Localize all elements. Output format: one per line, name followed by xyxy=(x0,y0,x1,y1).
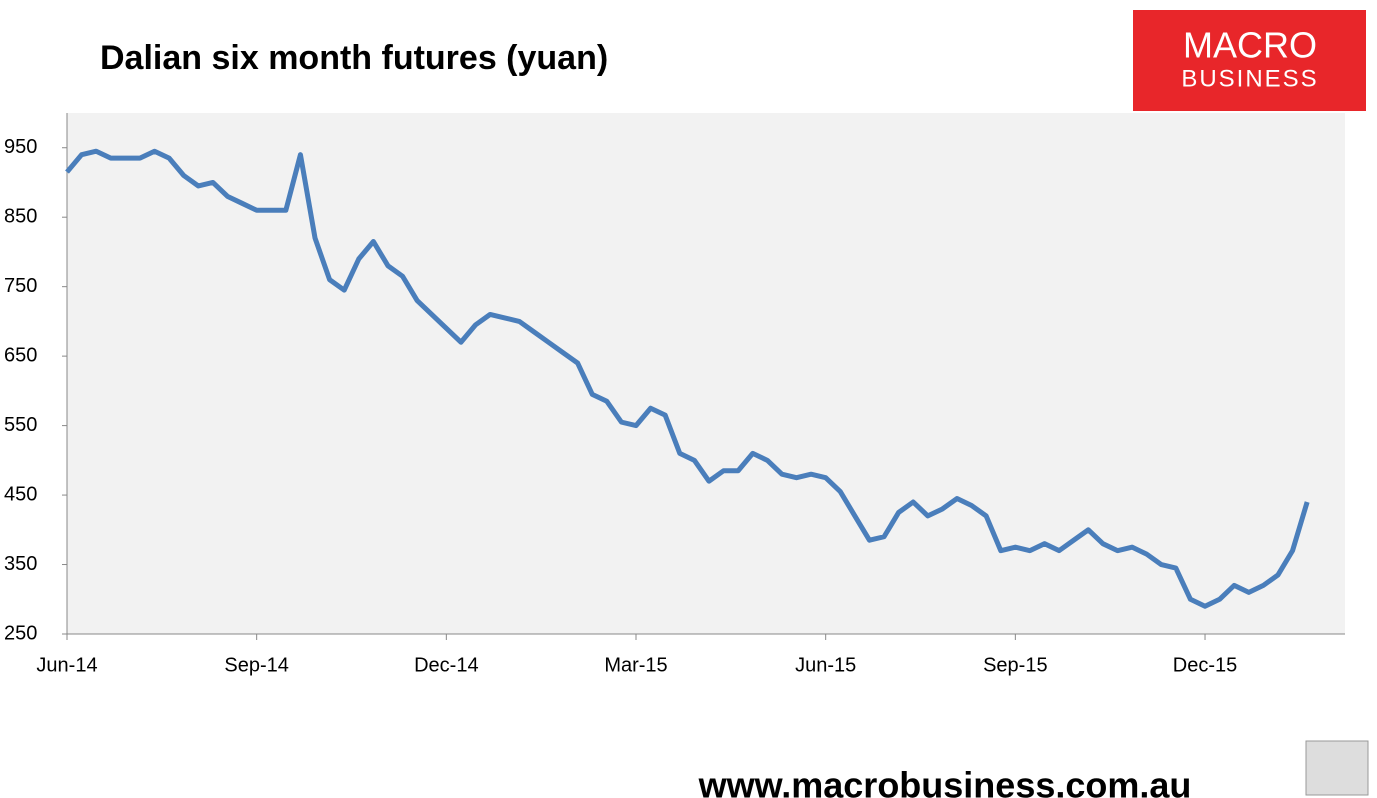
x-tick-label: Jun-14 xyxy=(36,654,97,676)
y-tick-label: 850 xyxy=(4,205,37,227)
y-tick-label: 450 xyxy=(4,483,37,505)
x-tick-label: Dec-14 xyxy=(414,654,478,676)
x-tick-label: Jun-15 xyxy=(795,654,856,676)
y-tick-label: 550 xyxy=(4,414,37,436)
chart-title: Dalian six month futures (yuan) xyxy=(100,39,608,77)
x-tick-label: Dec-15 xyxy=(1173,654,1237,676)
wolf-icon xyxy=(1305,740,1369,796)
y-tick-label: 350 xyxy=(4,553,37,575)
logo-line2: BUSINESS xyxy=(1181,65,1318,92)
logo-box xyxy=(1133,10,1366,111)
logo-line1: MACRO xyxy=(1183,25,1317,66)
footer-url: www.macrobusiness.com.au xyxy=(698,765,1192,798)
y-tick-label: 650 xyxy=(4,344,37,366)
y-tick-label: 750 xyxy=(4,275,37,297)
y-tick-label: 250 xyxy=(4,622,37,644)
data-line xyxy=(65,148,1310,609)
y-tick-label: 950 xyxy=(4,136,37,158)
x-tick-label: Sep-15 xyxy=(983,654,1048,676)
x-tick-label: Mar-15 xyxy=(604,654,667,676)
x-tick-label: Sep-14 xyxy=(224,654,289,676)
